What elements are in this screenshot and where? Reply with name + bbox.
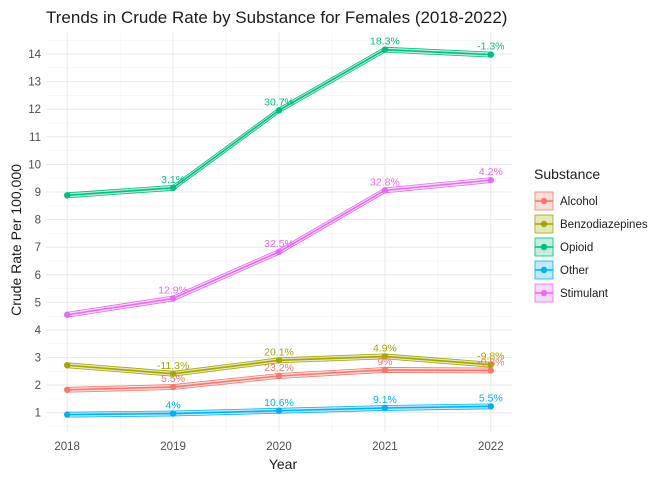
point-stimulant bbox=[487, 176, 495, 184]
point-stimulant bbox=[63, 311, 71, 318]
data-label-benzodiazepines: 20.1% bbox=[264, 346, 294, 358]
point-other bbox=[487, 403, 495, 410]
y-tick-label: 7 bbox=[35, 242, 41, 254]
data-label-other: 5.5% bbox=[479, 392, 503, 404]
point-benzodiazepines bbox=[487, 361, 495, 368]
data-label-benzodiazepines: -11.3% bbox=[157, 360, 190, 372]
legend-key-point bbox=[540, 266, 548, 274]
point-benzodiazepines bbox=[275, 357, 283, 364]
x-tick-label: 2020 bbox=[266, 441, 292, 453]
y-tick-label: 3 bbox=[35, 353, 41, 365]
data-label-stimulant: 32.8% bbox=[370, 176, 400, 188]
legend-item-benzodiazepines: Benzodiazepines bbox=[534, 214, 648, 234]
point-opioid bbox=[275, 107, 283, 114]
y-axis-title: Crude Rate Per 100,000 bbox=[8, 164, 24, 316]
y-tick-label: 11 bbox=[29, 132, 41, 144]
y-tick-label: 8 bbox=[35, 215, 41, 227]
point-opioid bbox=[487, 51, 495, 58]
point-opioid bbox=[169, 184, 177, 192]
data-label-other: 9.1% bbox=[373, 394, 397, 406]
legend-label: Other bbox=[560, 265, 589, 277]
data-label-other: 4% bbox=[165, 400, 180, 412]
legend-item-stimulant: Stimulant bbox=[534, 283, 609, 303]
point-other bbox=[169, 410, 177, 417]
legend-label: Opioid bbox=[560, 242, 593, 254]
point-other bbox=[381, 404, 389, 412]
x-axis-title: Year bbox=[269, 456, 298, 472]
y-tick-label: 12 bbox=[28, 104, 41, 116]
legend-label: Benzodiazepines bbox=[560, 219, 648, 231]
data-label-benzodiazepines: -9.8% bbox=[477, 351, 504, 363]
data-label-stimulant: 32.5% bbox=[264, 238, 294, 250]
y-tick-label: 6 bbox=[35, 270, 41, 282]
data-label-opioid: -1.3% bbox=[477, 41, 504, 53]
data-label-alcohol: 23.2% bbox=[264, 362, 294, 374]
y-tick-label: 13 bbox=[28, 77, 41, 89]
point-alcohol bbox=[381, 366, 389, 374]
legend-item-alcohol: Alcohol bbox=[534, 191, 598, 211]
legend-label: Alcohol bbox=[560, 196, 598, 208]
y-tick-label: 5 bbox=[35, 297, 41, 309]
x-tick-label: 2022 bbox=[478, 441, 504, 453]
data-labels: 5.5% 23.2% 9% -0.8% -11.3% 20.1% 4.9% -9.8% 3.1%… bbox=[157, 36, 505, 412]
y-tick-label: 1 bbox=[35, 408, 41, 420]
y-tick-label: 10 bbox=[28, 159, 41, 171]
legend-key-point bbox=[540, 289, 548, 297]
point-benzodiazepines bbox=[381, 353, 389, 360]
legend-title: Substance bbox=[534, 166, 600, 182]
point-opioid bbox=[63, 192, 71, 199]
point-alcohol bbox=[63, 386, 71, 393]
legend: Substance Alcohol Benzodiazepines Opioid Ot… bbox=[534, 166, 648, 303]
data-label-other: 10.6% bbox=[264, 397, 294, 409]
data-label-opioid: 3.1% bbox=[161, 174, 185, 186]
point-alcohol bbox=[275, 372, 283, 380]
data-label-opioid: 18.3% bbox=[370, 36, 400, 48]
legend-label: Stimulant bbox=[560, 288, 609, 300]
point-alcohol bbox=[487, 367, 495, 374]
x-tick-label: 2019 bbox=[160, 441, 186, 453]
data-label-alcohol: -0.8% bbox=[477, 356, 504, 368]
legend-key-point bbox=[540, 220, 548, 228]
point-benzodiazepines bbox=[63, 362, 71, 369]
legend-key-point bbox=[540, 243, 548, 251]
point-alcohol bbox=[169, 383, 177, 391]
point-stimulant bbox=[381, 187, 389, 194]
data-label-opioid: 30.7% bbox=[264, 96, 294, 108]
chart-title: Trends in Crude Rate by Substance for Fe… bbox=[46, 8, 507, 27]
y-tick-label: 9 bbox=[35, 187, 41, 199]
data-label-stimulant: 12.9% bbox=[158, 284, 188, 296]
y-tick-label: 14 bbox=[28, 49, 41, 61]
point-stimulant bbox=[169, 295, 177, 302]
legend-item-other: Other bbox=[534, 260, 589, 280]
x-tick-label: 2021 bbox=[372, 441, 398, 453]
x-tick-label: 2018 bbox=[54, 441, 80, 453]
legend-item-opioid: Opioid bbox=[534, 237, 593, 257]
point-other bbox=[275, 407, 283, 414]
y-tick-label: 4 bbox=[35, 325, 42, 337]
y-tick-label: 2 bbox=[35, 380, 41, 392]
data-label-stimulant: 4.2% bbox=[479, 166, 503, 178]
data-label-alcohol: 9% bbox=[377, 356, 392, 368]
data-points bbox=[63, 46, 495, 418]
point-benzodiazepines bbox=[169, 370, 177, 377]
x-axis-ticks: 2018 2019 2020 2021 2022 bbox=[54, 441, 503, 453]
legend-key-point bbox=[540, 197, 548, 205]
point-opioid bbox=[381, 46, 389, 53]
data-label-benzodiazepines: 4.9% bbox=[373, 342, 397, 354]
point-other bbox=[63, 411, 71, 418]
data-label-alcohol: 5.5% bbox=[161, 373, 185, 385]
point-stimulant bbox=[275, 248, 283, 256]
